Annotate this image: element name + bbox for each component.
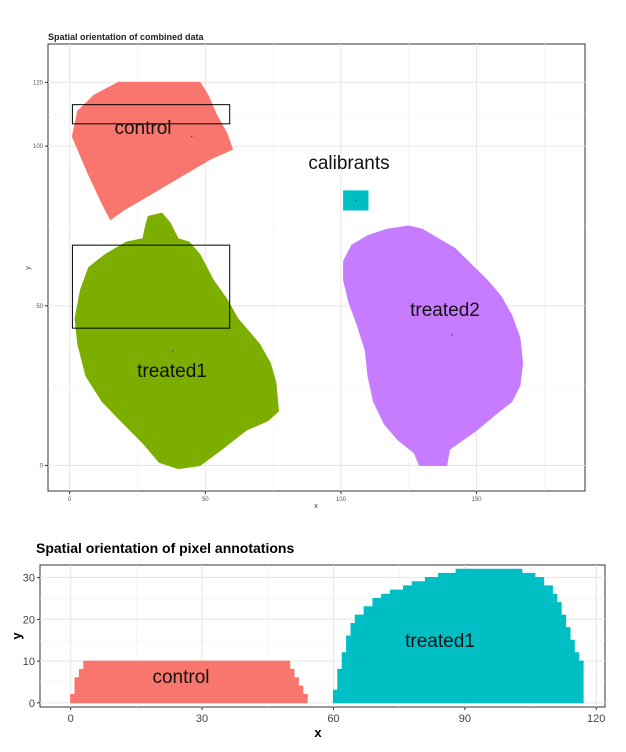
y-axis-label: y bbox=[25, 266, 32, 270]
region-control bbox=[70, 660, 308, 704]
y-axis-label: y bbox=[9, 632, 24, 640]
y-tick-label: 50 bbox=[36, 304, 43, 310]
x-axis-label: x bbox=[314, 503, 318, 510]
x-tick-label: 150 bbox=[472, 497, 483, 503]
annotation-regions: control treated1 bbox=[70, 568, 584, 704]
x-tick-label: 100 bbox=[336, 497, 347, 503]
region-marker-calibrants: • bbox=[355, 198, 357, 204]
y-tick-label: 0 bbox=[40, 463, 44, 469]
region-calibrants bbox=[343, 190, 369, 211]
x-tick-label: 90 bbox=[459, 713, 471, 725]
y-tick-label: 10 bbox=[23, 656, 35, 668]
x-axis-ticks: 0 50 100 150 bbox=[68, 491, 482, 503]
annotation-boxes bbox=[71, 104, 231, 329]
region-label-treated1: treated1 bbox=[405, 631, 475, 652]
y-tick-label: 100 bbox=[33, 144, 44, 150]
x-tick-label: 50 bbox=[202, 497, 209, 503]
x-tick-label: 0 bbox=[68, 497, 72, 503]
annotation-box bbox=[71, 244, 231, 329]
region-treated1 bbox=[74, 212, 280, 470]
region-treated1 bbox=[332, 568, 584, 704]
chart-title: Spatial orientation of pixel annotations bbox=[36, 540, 294, 556]
region-control bbox=[71, 81, 234, 221]
region-label-control: control bbox=[114, 118, 171, 139]
x-tick-label: 60 bbox=[327, 713, 339, 725]
x-tick-label: 0 bbox=[68, 713, 74, 725]
region-label-treated1: treated1 bbox=[137, 361, 207, 382]
region-marker-control: • bbox=[191, 135, 193, 141]
x-tick-label: 120 bbox=[587, 713, 605, 725]
y-tick-label: 120 bbox=[33, 80, 44, 86]
region-label-control: control bbox=[152, 667, 209, 688]
x-axis-label: x bbox=[314, 725, 322, 740]
x-axis-ticks: 0 30 60 90 120 bbox=[68, 707, 605, 725]
region-treated2 bbox=[343, 225, 524, 466]
y-tick-label: 20 bbox=[23, 614, 35, 626]
annotation-regions: control • calibrants • treated1 • treated2 • bbox=[71, 81, 524, 470]
region-label-treated2: treated2 bbox=[410, 300, 480, 321]
chart-title: Spatial orientation of combined data bbox=[48, 32, 205, 42]
pixel-annotations-chart: Spatial orientation of pixel annotations… bbox=[9, 540, 606, 740]
y-tick-label: 30 bbox=[23, 573, 35, 585]
y-axis-ticks: 0 10 20 30 bbox=[23, 573, 40, 710]
region-marker-treated2: • bbox=[451, 333, 453, 339]
annotation-box bbox=[71, 104, 231, 125]
y-tick-label: 0 bbox=[29, 698, 35, 710]
region-marker-treated1: • bbox=[172, 349, 174, 355]
combined-data-chart: Spatial orientation of combined data con… bbox=[25, 32, 586, 510]
y-axis-ticks: 0 50 100 120 bbox=[33, 80, 48, 469]
region-label-calibrants: calibrants bbox=[308, 153, 389, 174]
x-tick-label: 30 bbox=[196, 713, 208, 725]
